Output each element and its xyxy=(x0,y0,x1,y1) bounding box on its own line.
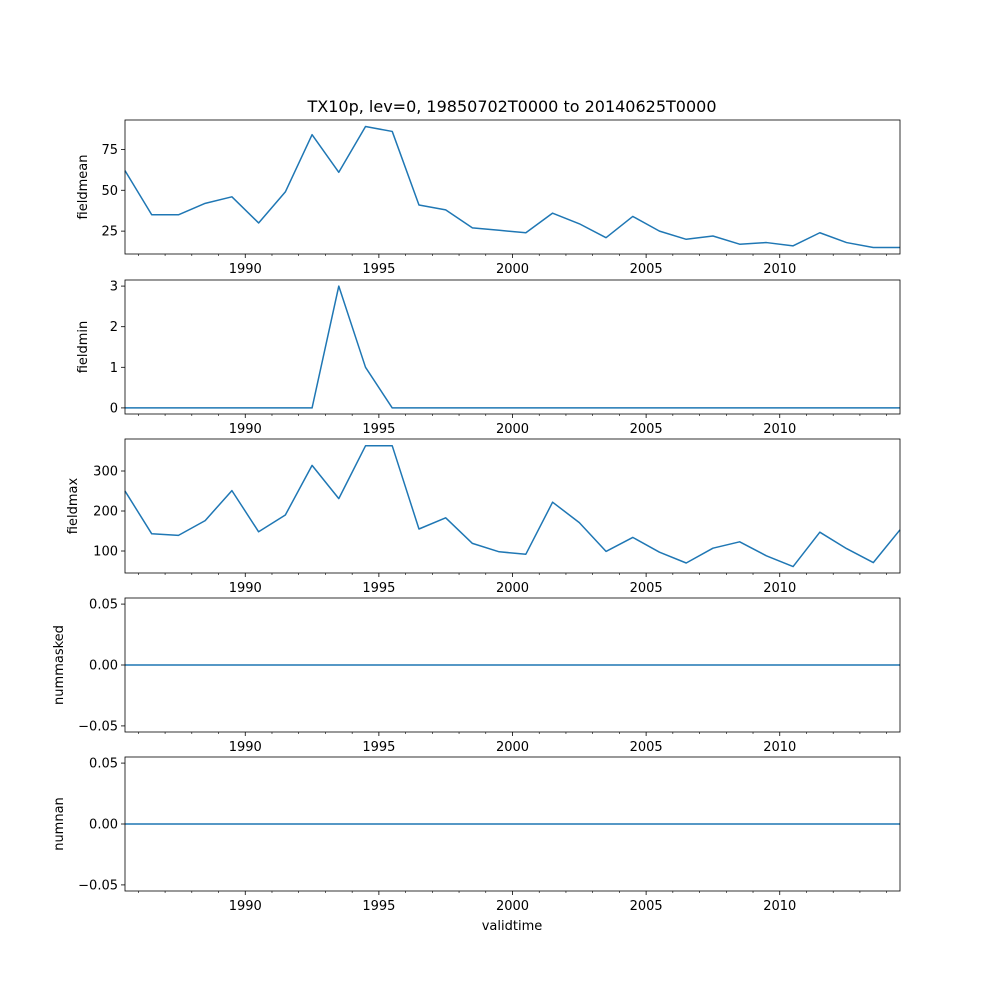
subplot-fieldmax: 100 200 300 fieldmax 1990 1995 2000 2005 2010 xyxy=(66,438,901,596)
y-tick-label-fieldmin: 2 xyxy=(110,320,118,335)
y-tick-label-numnan: 0.05 xyxy=(89,757,118,772)
y-tick-label-fieldmean: 50 xyxy=(101,184,118,199)
y-axis-label-fieldmean: fieldmean xyxy=(76,155,91,220)
x-tick-label-nummasked: 2010 xyxy=(763,740,796,755)
x-tick-label-fieldmean: 2010 xyxy=(763,262,796,277)
x-tick-label-fieldmax: 2005 xyxy=(630,581,663,596)
y-axis-label-nummasked: nummasked xyxy=(52,625,67,705)
x-tick-label-numnan: 1990 xyxy=(229,899,262,914)
y-tick-label-fieldmax: 100 xyxy=(93,545,118,560)
x-tick-label-fieldmax: 1990 xyxy=(229,581,262,596)
subplot-fieldmin: 0 1 2 3 fieldmin 1990 1995 2000 2005 2010 xyxy=(76,279,901,437)
x-tick-label-fieldmin: 2005 xyxy=(630,422,663,437)
series-line-fieldmin xyxy=(125,285,900,409)
y-tick-label-fieldmean: 25 xyxy=(101,225,118,240)
plot-frame-fieldmin xyxy=(124,279,901,415)
x-tick-label-numnan: 2005 xyxy=(630,899,663,914)
x-tick-label-numnan: 2000 xyxy=(496,899,529,914)
x-tick-label-nummasked: 2005 xyxy=(630,740,663,755)
y-tick-label-nummasked: 0.00 xyxy=(89,659,118,674)
y-tick-label-numnan: −0.05 xyxy=(78,878,118,893)
series-line-fieldmax xyxy=(124,445,901,568)
x-tick-label-fieldmean: 1995 xyxy=(362,262,395,277)
y-axis-label-fieldmin: fieldmin xyxy=(76,321,91,374)
x-tick-label-nummasked: 1995 xyxy=(362,740,395,755)
x-tick-label-fieldmin: 1990 xyxy=(229,422,262,437)
x-tick-label-numnan: 1995 xyxy=(362,899,395,914)
y-tick-label-numnan: 0.00 xyxy=(89,818,118,833)
subplot-numnan: −0.05 0.00 0.05 numnan 1990 1995 2000 2005 2010 xyxy=(52,757,901,914)
x-tick-label-nummasked: 1990 xyxy=(229,740,262,755)
subplot-panels: 25 50 75 fieldmean 1990 1995 2000 2005 2010 0 1 2 3 f… xyxy=(52,119,901,914)
x-tick-label-fieldmax: 2010 xyxy=(763,581,796,596)
y-tick-label-fieldmax: 300 xyxy=(93,465,118,480)
y-tick-label-fieldmin: 3 xyxy=(110,280,118,295)
x-tick-label-fieldmin: 1995 xyxy=(362,422,395,437)
y-tick-label-fieldmean: 75 xyxy=(101,143,118,158)
y-tick-label-nummasked: 0.05 xyxy=(89,598,118,613)
x-tick-label-fieldmean: 2005 xyxy=(630,262,663,277)
x-tick-label-fieldmin: 2010 xyxy=(763,422,796,437)
x-tick-label-fieldmean: 1990 xyxy=(229,262,262,277)
y-axis-label-numnan: numnan xyxy=(52,797,67,851)
plot-frame-fieldmean xyxy=(124,119,901,255)
subplot-nummasked: −0.05 0.00 0.05 nummasked 1990 1995 2000 2005 20… xyxy=(52,598,901,755)
y-tick-label-fieldmax: 200 xyxy=(93,505,118,520)
series-line-fieldmean xyxy=(124,125,900,249)
subplot-fieldmean: 25 50 75 fieldmean 1990 1995 2000 2005 2010 xyxy=(76,119,901,277)
y-tick-label-nummasked: −0.05 xyxy=(78,719,118,734)
x-tick-label-nummasked: 2000 xyxy=(496,740,529,755)
x-tick-label-fieldmax: 1995 xyxy=(362,581,395,596)
x-axis-label: validtime xyxy=(482,919,543,934)
x-tick-label-fieldmax: 2000 xyxy=(496,581,529,596)
y-tick-label-fieldmin: 1 xyxy=(110,361,118,376)
y-axis-label-fieldmax: fieldmax xyxy=(66,478,81,535)
y-tick-label-fieldmin: 0 xyxy=(110,401,118,416)
chart-title: TX10p, lev=0, 19850702T0000 to 20140625T… xyxy=(306,97,716,116)
x-tick-label-fieldmean: 2000 xyxy=(496,262,529,277)
x-tick-label-numnan: 2010 xyxy=(763,899,796,914)
x-tick-label-fieldmin: 2000 xyxy=(496,422,529,437)
